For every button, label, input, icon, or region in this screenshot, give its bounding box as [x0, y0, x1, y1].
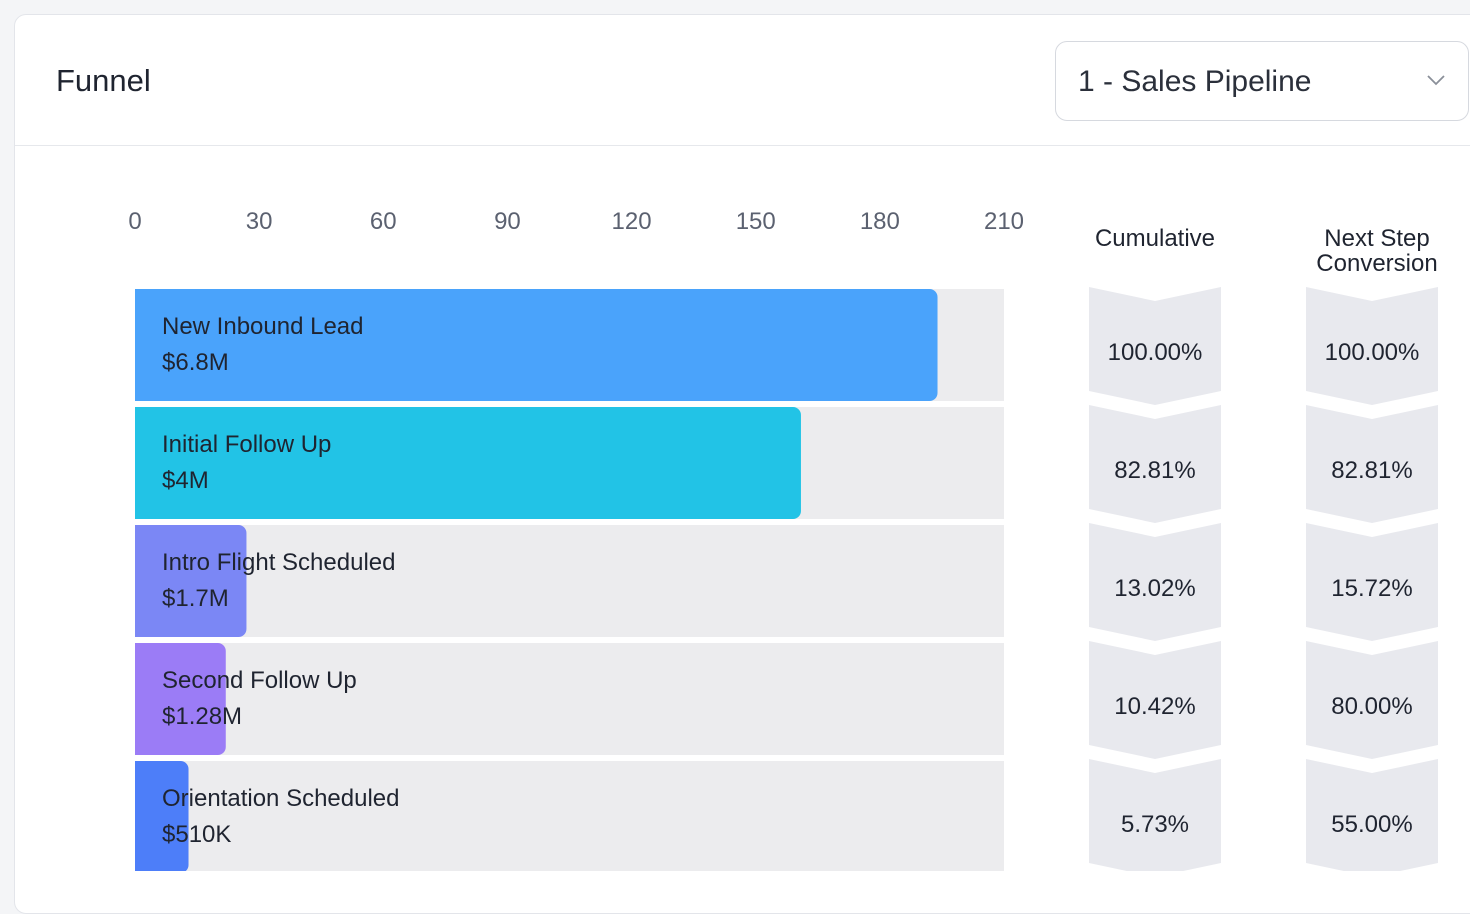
stage-label: Second Follow Up [162, 667, 357, 694]
funnel-bar[interactable] [135, 525, 247, 637]
next-step-cell [1306, 405, 1438, 523]
funnel-bar-edge [135, 289, 145, 401]
next-step-cell [1306, 759, 1438, 871]
stage-value-label: $1.28M [162, 703, 242, 730]
stage-value-label: $1.7M [162, 585, 229, 612]
cumulative-value: 82.81% [1114, 457, 1195, 484]
x-tick-label: 90 [494, 208, 521, 235]
stage-value-label: $510K [162, 821, 231, 848]
funnel-bar[interactable] [135, 407, 801, 519]
cumulative-cell [1089, 641, 1221, 759]
next-step-value: 55.00% [1331, 811, 1412, 838]
bar-track [135, 643, 1004, 755]
stage-value-label: $6.8M [162, 349, 229, 376]
cumulative-cell [1089, 523, 1221, 641]
stage-label: Orientation Scheduled [162, 785, 400, 812]
bar-track [135, 525, 1004, 637]
next-step-value: 15.72% [1331, 575, 1412, 602]
cumulative-value: 10.42% [1114, 693, 1195, 720]
x-tick-label: 60 [370, 208, 397, 235]
next-step-cell [1306, 287, 1438, 405]
stage-label: Intro Flight Scheduled [162, 549, 395, 576]
bar-track [135, 761, 1004, 871]
x-tick-label: 210 [984, 208, 1024, 235]
funnel-bar[interactable] [135, 289, 938, 401]
funnel-bar-edge [135, 761, 145, 871]
cumulative-value: 5.73% [1121, 811, 1189, 838]
funnel-bar[interactable] [135, 761, 189, 871]
next-step-header: Next Step Conversion [1316, 225, 1438, 277]
cumulative-cell [1089, 759, 1221, 871]
next-step-value: 80.00% [1331, 693, 1412, 720]
cumulative-cell [1089, 405, 1221, 523]
x-tick-label: 150 [736, 208, 776, 235]
funnel-chart: 0 30 60 90 120 150 180 210 New Inbound Lead $6.8M… [128, 208, 1438, 871]
funnel-bar-edge [135, 407, 145, 519]
next-step-cell [1306, 523, 1438, 641]
pipeline-select[interactable]: 1 - Sales Pipeline [1055, 41, 1469, 121]
cumulative-value: 100.00% [1108, 339, 1203, 366]
funnel-bar-edge [135, 643, 145, 755]
cumulative-value: 13.02% [1114, 575, 1195, 602]
x-tick-label: 180 [860, 208, 900, 235]
next-step-value: 100.00% [1325, 339, 1420, 366]
x-tick-label: 30 [246, 208, 273, 235]
next-step-cell [1306, 641, 1438, 759]
card-header: Funnel 1 - Sales Pipeline [15, 15, 1470, 146]
stage-label: New Inbound Lead [162, 313, 364, 340]
chevron-down-icon [1427, 75, 1445, 86]
stage-label: Initial Follow Up [162, 431, 331, 458]
cumulative-header: Cumulative [1094, 225, 1216, 252]
stage-value-label: $4M [162, 467, 209, 494]
x-tick-label: 0 [128, 208, 141, 235]
x-tick-label: 120 [612, 208, 652, 235]
funnel-bar[interactable] [135, 643, 226, 755]
pipeline-select-value: 1 - Sales Pipeline [1078, 65, 1312, 98]
next-step-value: 82.81% [1331, 457, 1412, 484]
funnel-bar-edge [135, 525, 145, 637]
card-title: Funnel [56, 63, 151, 98]
cumulative-cell [1089, 287, 1221, 405]
